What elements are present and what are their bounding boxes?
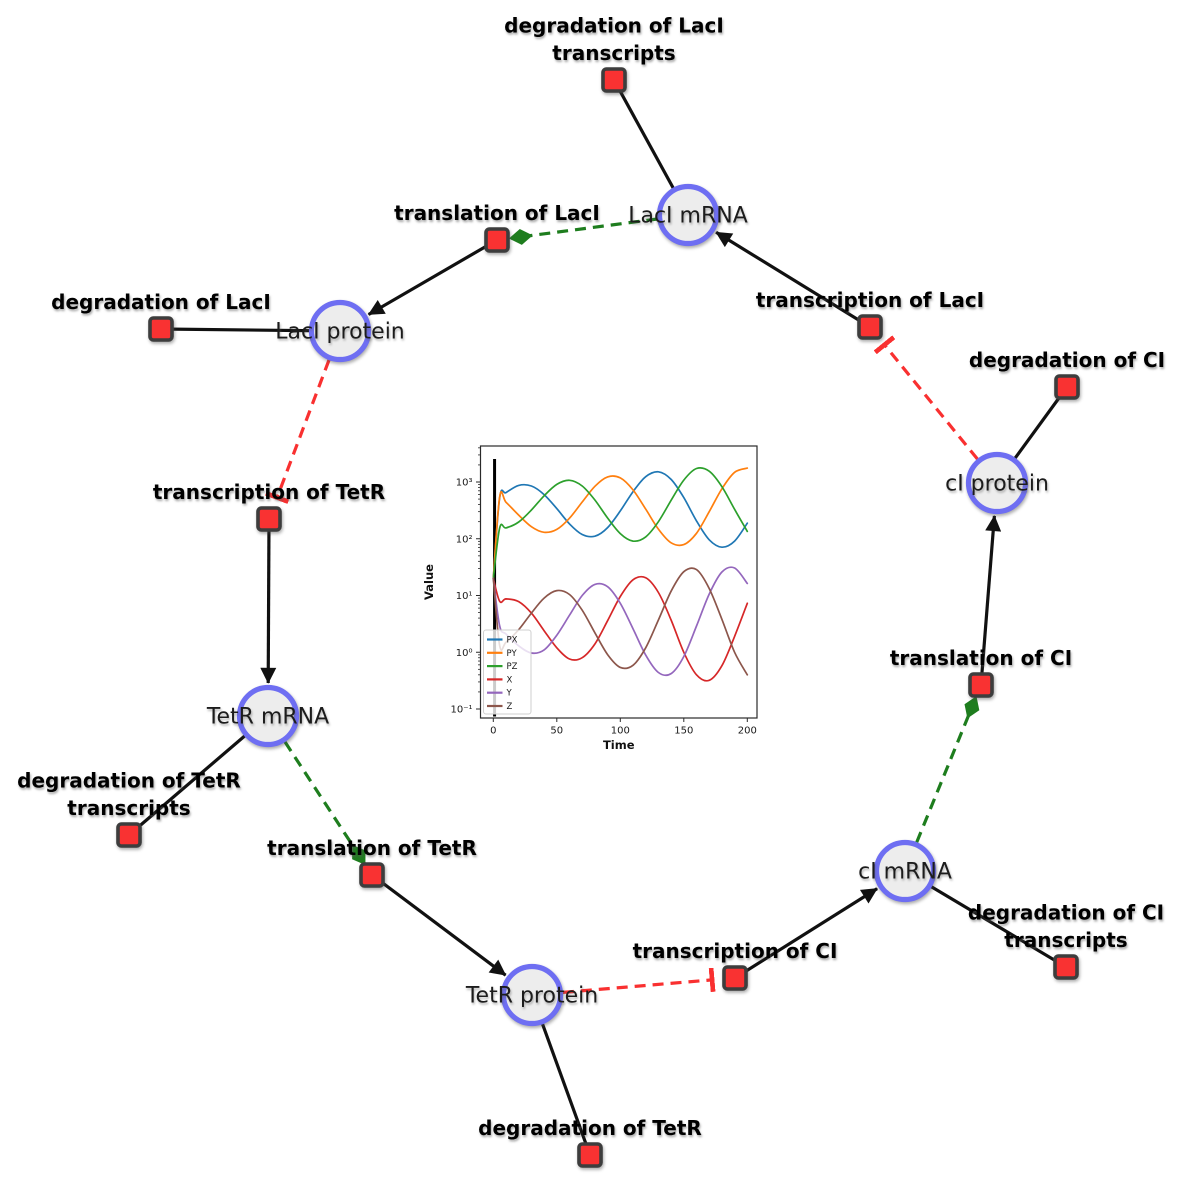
reaction-node-tc_laci[interactable] (857, 314, 883, 340)
edge-catalysis-tetr_mrna-tl_tetr[interactable] (283, 741, 366, 865)
edge-production-tl_laci-laci_protein[interactable] (367, 238, 498, 316)
reaction-label-deg_laci_tx-line0: degradation of LacI (504, 14, 724, 38)
reaction-node-deg_laci[interactable] (148, 316, 174, 342)
reaction-label-tc_laci-line0: transcription of LacI (756, 288, 984, 312)
reaction-label-tl_tetr-line0: translation of TetR (267, 836, 477, 860)
legend-label-PZ: PZ (507, 662, 518, 672)
legend-label-Z: Z (507, 702, 513, 712)
edge-production-tc_ci-ci_mrna[interactable] (734, 887, 878, 980)
x-tick-label: 150 (674, 726, 693, 737)
species-label-ci_mrna: cI mRNA (858, 860, 952, 885)
reaction-label-deg_tetr-line0: degradation of TetR (478, 1116, 702, 1140)
reaction-label-tl_laci-line0: translation of LacI (394, 201, 600, 225)
reaction-node-tc_ci[interactable] (722, 965, 748, 991)
edge-inhibition-laci_protein-tc_tetr[interactable] (265, 359, 331, 504)
species-node-laci_mrna[interactable] (656, 183, 720, 247)
reaction-node-deg_ci_tx[interactable] (1053, 954, 1079, 980)
species-label-laci_mrna: LacI mRNA (628, 204, 748, 229)
reaction-node-deg_ci[interactable] (1054, 374, 1080, 400)
edge-inhibition-ci_protein-tc_laci[interactable] (873, 335, 979, 461)
series-line-PZ (492, 467, 749, 580)
species-node-ci_mrna[interactable] (873, 839, 937, 903)
species-node-tetr_protein[interactable] (500, 963, 564, 1027)
edge-production-tc_tetr-tetr_mrna[interactable] (260, 518, 277, 684)
edge-production-tc_laci-laci_mrna[interactable] (715, 230, 871, 329)
legend-label-PX: PX (507, 636, 518, 646)
x-axis-label: Time (603, 738, 635, 752)
legend-label-PY: PY (507, 649, 518, 659)
reaction-node-tl_ci[interactable] (968, 672, 994, 698)
species-label-laci_protein: LacI protein (275, 320, 405, 345)
species-label-tetr_mrna: TetR mRNA (206, 705, 329, 730)
y-tick-label: 10⁻¹ (450, 705, 472, 716)
reaction-label-tc_ci-line0: transcription of CI (633, 939, 838, 963)
species-node-tetr_mrna[interactable] (236, 684, 300, 748)
x-tick-label: 0 (490, 726, 496, 737)
reaction-label-tl_ci-line0: translation of CI (890, 646, 1072, 670)
y-tick-label: 10³ (456, 478, 473, 489)
reaction-label-deg_laci_tx-line1: transcripts (552, 41, 675, 65)
species-node-laci_protein[interactable] (308, 299, 372, 363)
timecourse-inset-chart: 0 50 100 150 200 10⁻¹ 10⁰ 10¹ 10² 10³ Time Value PX P… (422, 445, 758, 752)
edge-production-tl_tetr-tetr_protein[interactable] (371, 873, 507, 977)
plot-frame (479, 445, 758, 719)
reaction-label-deg_tetr_tx-line0: degradation of TetR (17, 769, 241, 793)
y-tick-label: 10¹ (456, 591, 473, 602)
reaction-node-tc_tetr[interactable] (256, 506, 282, 532)
reaction-label-deg_ci_tx-line1: transcripts (1004, 928, 1127, 952)
edges-layer (127, 79, 1069, 1156)
reaction-node-tl_laci[interactable] (484, 227, 510, 253)
x-tick-label: 100 (611, 726, 630, 737)
reaction-node-deg_tetr[interactable] (577, 1142, 603, 1168)
edge-consumption-ci_mrna-deg_ci_tx[interactable] (904, 869, 1067, 969)
y-tick-label: 10² (456, 534, 473, 545)
species-node-ci_protein[interactable] (965, 451, 1029, 515)
series-line-PY (492, 467, 749, 580)
series-line-Z (492, 567, 749, 676)
reaction-label-tc_tetr-line0: transcription of TetR (153, 480, 385, 504)
reaction-label-deg_ci_tx-line0: degradation of CI (968, 901, 1164, 925)
series-line-PX (492, 470, 749, 580)
species-label-tetr_protein: TetR protein (465, 984, 598, 1009)
edge-catalysis-ci_mrna-tl_ci[interactable] (915, 696, 980, 843)
y-tick-label: 10⁰ (456, 648, 473, 659)
x-tick-label: 50 (550, 726, 563, 737)
edge-inhibition-tetr_protein-tc_ci[interactable] (562, 967, 716, 994)
edge-catalysis-laci_mrna-tl_laci[interactable] (508, 217, 658, 245)
legend-label-Y: Y (506, 689, 513, 699)
reaction-node-deg_laci_tx[interactable] (601, 67, 627, 93)
x-tick-label: 200 (738, 726, 757, 737)
reaction-label-deg_laci-line0: degradation of LacI (51, 290, 271, 314)
edge-production-tl_ci-ci_protein[interactable] (979, 515, 1002, 686)
reaction-label-deg_ci-line0: degradation of CI (969, 348, 1165, 372)
species-label-ci_protein: cI protein (945, 472, 1049, 497)
series-line-X (492, 575, 749, 682)
nodes-layer (116, 67, 1080, 1168)
y-axis-label: Value (422, 564, 436, 600)
reaction-node-deg_tetr_tx[interactable] (116, 822, 142, 848)
labels-layer: LacI mRNA LacI protein TetR mRNA TetR prote… (17, 14, 1165, 1141)
reaction-label-deg_tetr_tx-line1: transcripts (67, 796, 190, 820)
legend-label-X: X (507, 675, 513, 685)
reaction-node-tl_tetr[interactable] (359, 862, 385, 888)
